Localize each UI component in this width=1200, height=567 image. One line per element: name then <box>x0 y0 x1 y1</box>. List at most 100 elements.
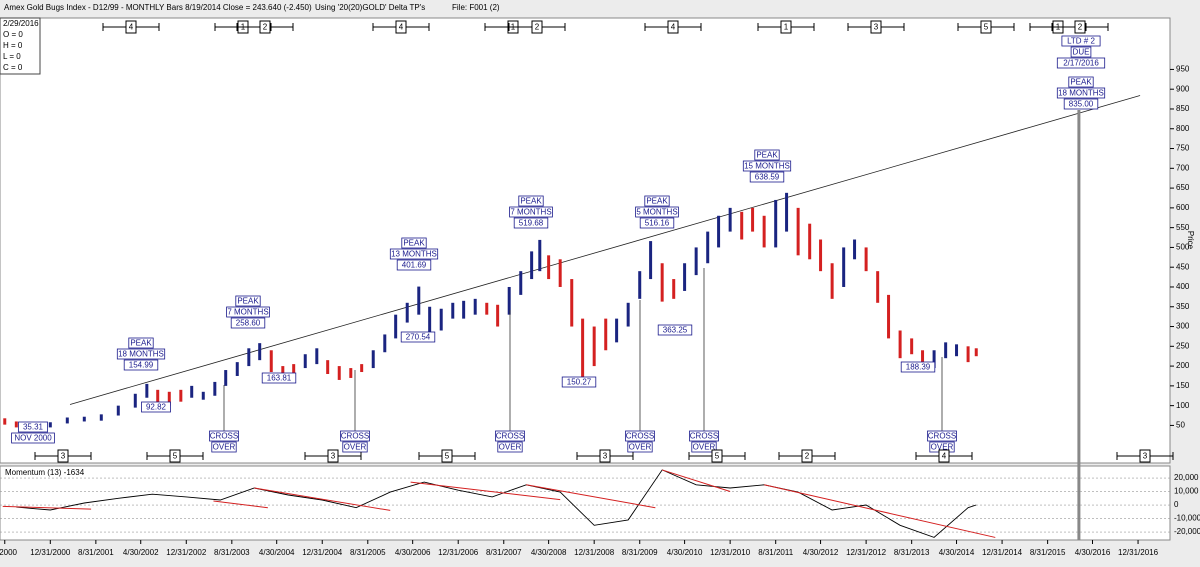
marker-box <box>667 20 679 34</box>
y-tick-label: 300 <box>1176 322 1190 331</box>
marker-label: 3 <box>874 23 879 32</box>
annotation-text: DUE <box>1073 48 1090 57</box>
x-tick-label: 8/31/2009 <box>622 548 658 557</box>
y-tick-label: -10,000 <box>1174 514 1200 523</box>
annotation-text: PEAK <box>237 297 259 306</box>
x-tick-label: 4/30/2016 <box>1075 548 1111 557</box>
momentum-title: Momentum (13) -1634 <box>5 468 85 477</box>
marker-label: 2 <box>1078 23 1083 32</box>
y-tick-label: 450 <box>1176 262 1190 271</box>
annotation-box <box>518 195 544 207</box>
x-tick-label: 4/30/2006 <box>395 548 431 557</box>
x-tick-label: 12/31/2002 <box>166 548 207 557</box>
annotation-box <box>226 306 270 318</box>
annotation-box <box>657 324 693 336</box>
annotation-text: PEAK <box>130 339 152 348</box>
momentum-panel <box>0 465 1171 541</box>
marker-box <box>599 449 611 463</box>
marker-label: 5 <box>715 452 720 461</box>
annotation-text: NOV 2000 <box>14 434 52 443</box>
annotation-text: 516.16 <box>645 219 670 228</box>
crossover-text: CROSS <box>690 432 718 441</box>
x-tick-label: 12/31/2008 <box>574 548 615 557</box>
marker-box <box>441 449 453 463</box>
marker-label: 4 <box>399 23 404 32</box>
marker-label: 1 <box>784 23 789 32</box>
annotation-box <box>261 372 297 384</box>
info-line: L = 0 <box>3 52 21 61</box>
x-tick-label: 12/31/2012 <box>846 548 887 557</box>
annotation-text: PEAK <box>646 197 668 206</box>
y-tick-label: 800 <box>1176 124 1190 133</box>
crossover-text: CROSS <box>626 432 654 441</box>
annotation-box <box>509 206 553 218</box>
crossover-text: CROSS <box>496 432 524 441</box>
momentum-line <box>16 469 977 538</box>
momentum-trendline <box>254 487 391 511</box>
x-tick-label: 12/31/2000 <box>30 548 71 557</box>
annotation-text: 92.82 <box>146 403 167 412</box>
annotation-text: 258.60 <box>236 319 261 328</box>
annotation-box <box>128 337 154 349</box>
annotation-box <box>900 361 936 373</box>
crossover-text: OVER <box>931 443 954 452</box>
x-tick-label: 4/30/2012 <box>803 548 839 557</box>
marker-label: 3 <box>1143 452 1148 461</box>
annotation-text: 363.25 <box>663 326 688 335</box>
crossover-box <box>340 430 370 442</box>
annotation-box <box>561 376 597 388</box>
marker-box <box>169 449 181 463</box>
crossover-box <box>211 441 237 453</box>
study: Using '20(20)GOLD' Delta TP's <box>315 3 425 12</box>
annotation-box <box>742 160 792 172</box>
info-line: O = 0 <box>3 30 23 39</box>
marker-label: 2 <box>535 23 540 32</box>
annotation-box <box>389 248 439 260</box>
crossover-box <box>209 430 239 442</box>
marker-box <box>395 20 407 34</box>
y-tick-label: 700 <box>1176 163 1190 172</box>
crossover-box <box>625 430 655 442</box>
y-tick-label: 550 <box>1176 223 1190 232</box>
y-tick-label: 650 <box>1176 183 1190 192</box>
x-tick-label: 4/30/2002 <box>123 548 159 557</box>
annotation-text: 7 MONTHS <box>510 208 551 217</box>
x-tick-label: 4/30/2010 <box>667 548 703 557</box>
annotation-text: 18 MONTHS <box>118 350 164 359</box>
y-tick-label: 50 <box>1176 421 1185 430</box>
momentum-trendline <box>662 469 731 492</box>
crossover-text: OVER <box>499 443 522 452</box>
y-tick-label: 950 <box>1176 65 1190 74</box>
y-tick-label: 250 <box>1176 341 1190 350</box>
annotation-box <box>1070 46 1092 58</box>
crossover-text: OVER <box>629 443 652 452</box>
y-tick-label: 750 <box>1176 144 1190 153</box>
marker-box <box>980 20 992 34</box>
marker-label: 4 <box>942 452 947 461</box>
info-line: C = 0 <box>3 63 23 72</box>
annotation-box <box>1068 76 1094 88</box>
marker-box <box>801 449 813 463</box>
crossover-text: CROSS <box>341 432 369 441</box>
y-tick-label: 100 <box>1176 401 1190 410</box>
annotation-text: 835.00 <box>1069 100 1094 109</box>
annotation-box <box>230 317 266 329</box>
annotation-box <box>1056 57 1106 69</box>
marker-label: 2 <box>263 23 268 32</box>
x-tick-label: 8/31/2007 <box>486 548 522 557</box>
y-tick-label: 600 <box>1176 203 1190 212</box>
annotation-box <box>635 206 679 218</box>
y-tick-label: 400 <box>1176 282 1190 291</box>
marker-label: 3 <box>331 452 336 461</box>
annotation-box <box>400 331 436 343</box>
annotation-text: 638.59 <box>755 173 780 182</box>
annotation-box <box>1056 87 1106 99</box>
crossover-box <box>689 430 719 442</box>
marker-label: 4 <box>671 23 676 32</box>
momentum-trendline <box>213 500 268 509</box>
annotation-box <box>401 237 427 249</box>
marker-label: 3 <box>603 452 608 461</box>
annotation-text: 15 MONTHS <box>744 162 790 171</box>
annotation-text: 270.54 <box>406 333 431 342</box>
